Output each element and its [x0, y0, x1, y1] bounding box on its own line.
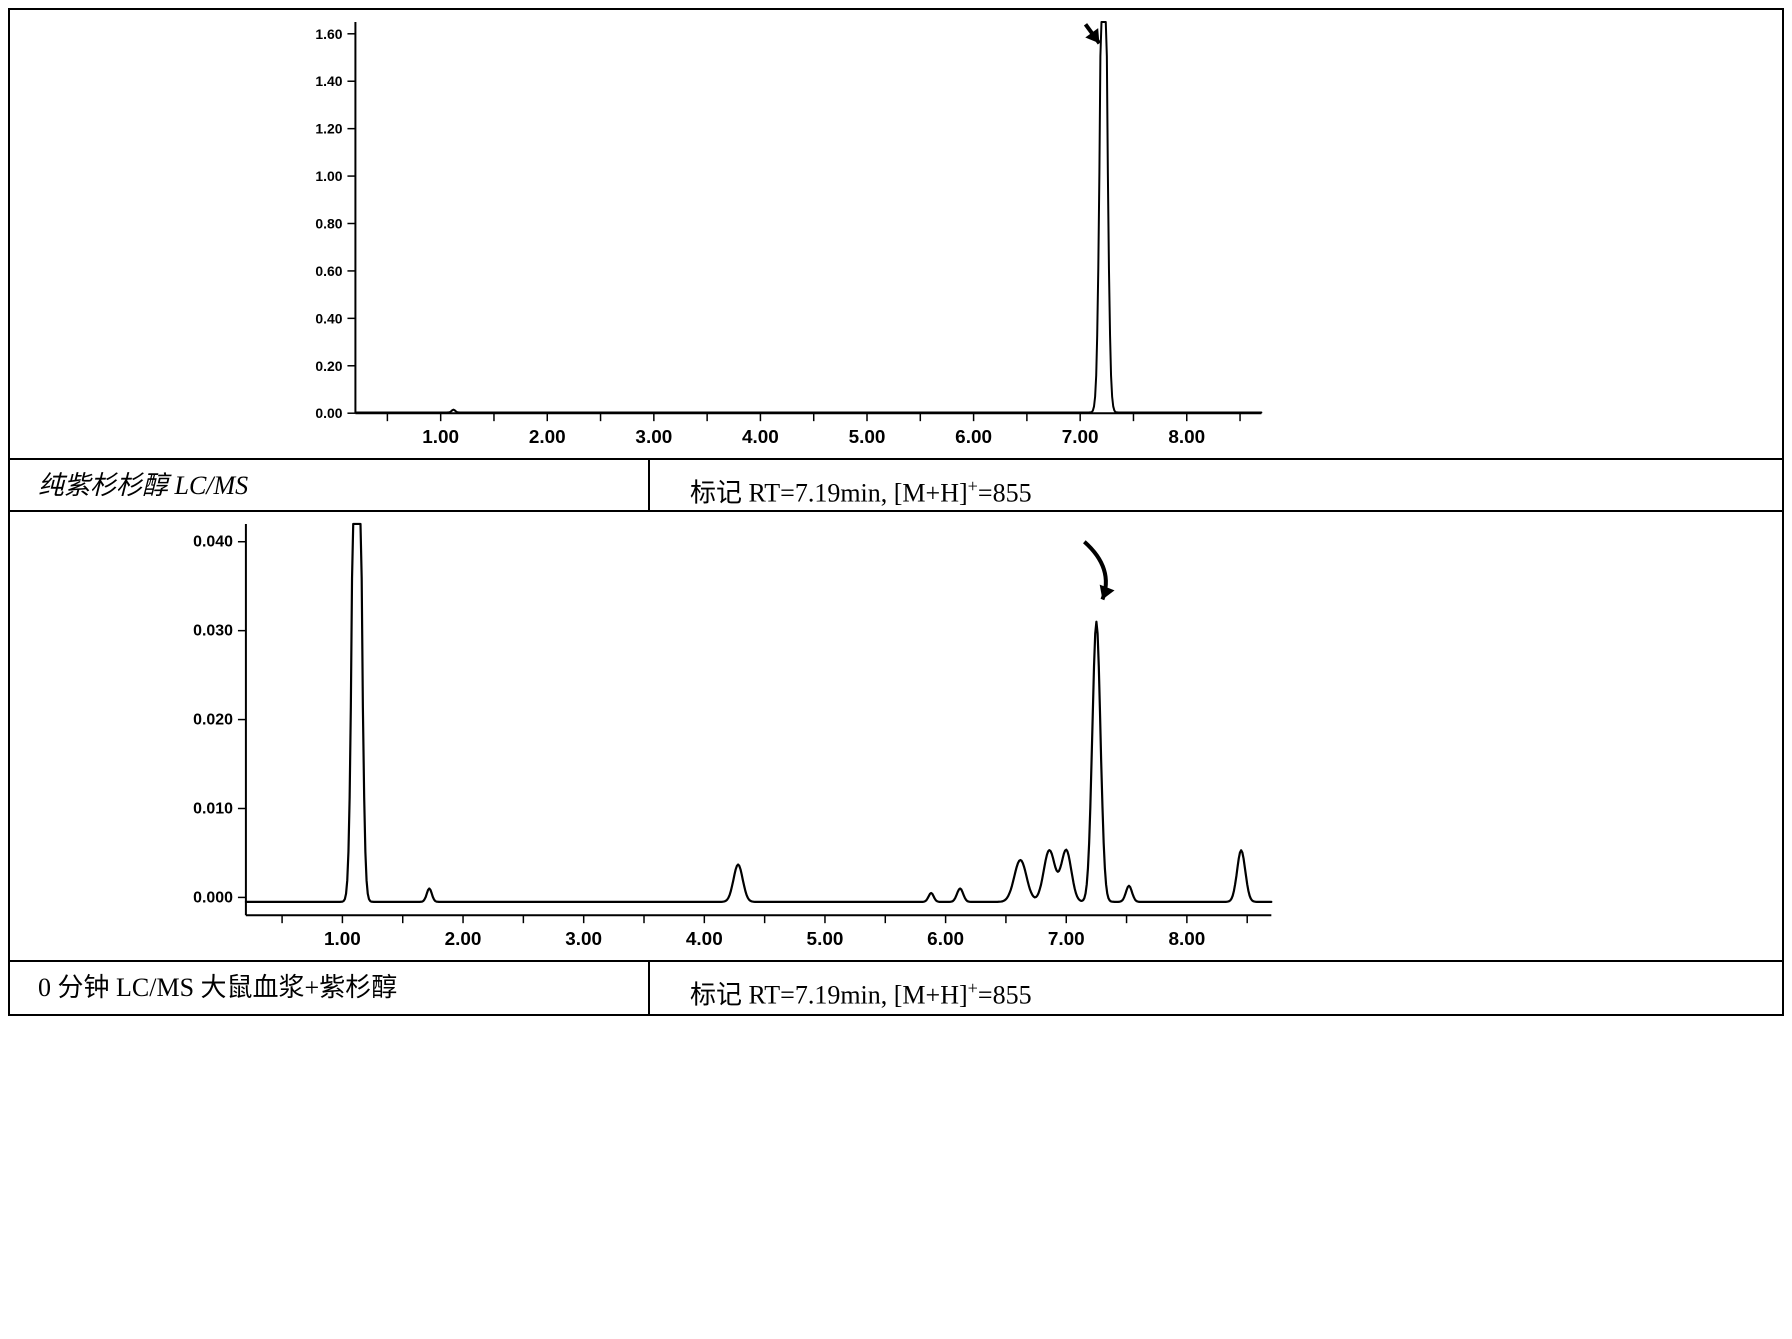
caption-top-right-suffix: =855: [978, 479, 1032, 508]
caption-top-left: 纯紫杉杉醇 LC/MS: [10, 460, 650, 510]
chromatogram-bottom: 0.000 0.010 0.020 0.030 0.040 1.00 2.00 3.00 4.0…: [10, 512, 1782, 960]
svg-text:1.00: 1.00: [315, 168, 342, 184]
chromatogram-top: 0.00 0.20 0.40 0.60 0.80 1.00 1.20 1.40 1.60 1.00…: [10, 10, 1782, 458]
svg-text:7.00: 7.00: [1048, 929, 1085, 950]
svg-text:0.80: 0.80: [315, 215, 342, 231]
svg-text:0.040: 0.040: [193, 534, 233, 551]
svg-text:8.00: 8.00: [1168, 929, 1205, 950]
figure-table: 0.00 0.20 0.40 0.60 0.80 1.00 1.20 1.40 1.60 1.00…: [8, 8, 1784, 1016]
svg-text:6.00: 6.00: [927, 929, 964, 950]
caption-bottom-right-prefix: 标记 RT=7.19min, [M+H]: [690, 981, 968, 1010]
svg-text:2.00: 2.00: [445, 929, 482, 950]
svg-text:0.000: 0.000: [193, 889, 233, 906]
caption-top-right-sup: +: [968, 476, 978, 496]
svg-text:0.40: 0.40: [315, 310, 342, 326]
chart-panel-top: 0.00 0.20 0.40 0.60 0.80 1.00 1.20 1.40 1.60 1.00…: [10, 10, 1782, 460]
svg-text:0.020: 0.020: [193, 712, 233, 729]
svg-text:0.00: 0.00: [315, 405, 342, 421]
caption-bottom-right-sup: +: [968, 978, 978, 998]
svg-text:5.00: 5.00: [807, 929, 844, 950]
svg-text:1.00: 1.00: [422, 427, 459, 448]
svg-text:4.00: 4.00: [686, 929, 723, 950]
svg-text:0.030: 0.030: [193, 623, 233, 640]
caption-bottom-right: 标记 RT=7.19min, [M+H]+=855: [650, 962, 1782, 1014]
svg-text:6.00: 6.00: [955, 427, 992, 448]
svg-text:8.00: 8.00: [1168, 427, 1205, 448]
svg-text:0.60: 0.60: [315, 263, 342, 279]
svg-text:1.00: 1.00: [324, 929, 361, 950]
svg-text:4.00: 4.00: [742, 427, 779, 448]
svg-text:1.20: 1.20: [315, 121, 342, 137]
caption-top-right-prefix: 标记 RT=7.19min, [M+H]: [690, 479, 968, 508]
caption-row-bottom: 0 分钟 LC/MS 大鼠血浆+紫杉醇 标记 RT=7.19min, [M+H]…: [10, 962, 1782, 1014]
svg-text:2.00: 2.00: [529, 427, 566, 448]
caption-row-top: 纯紫杉杉醇 LC/MS 标记 RT=7.19min, [M+H]+=855: [10, 460, 1782, 512]
svg-text:5.00: 5.00: [849, 427, 886, 448]
chart-panel-bottom: 0.000 0.010 0.020 0.030 0.040 1.00 2.00 3.00 4.0…: [10, 512, 1782, 962]
svg-text:3.00: 3.00: [635, 427, 672, 448]
svg-text:0.010: 0.010: [193, 800, 233, 817]
caption-top-right: 标记 RT=7.19min, [M+H]+=855: [650, 460, 1782, 510]
caption-bottom-left: 0 分钟 LC/MS 大鼠血浆+紫杉醇: [10, 962, 650, 1014]
svg-text:1.60: 1.60: [315, 26, 342, 42]
caption-bottom-right-suffix: =855: [978, 981, 1032, 1010]
svg-text:0.20: 0.20: [315, 358, 342, 374]
svg-text:3.00: 3.00: [565, 929, 602, 950]
svg-text:7.00: 7.00: [1062, 427, 1099, 448]
svg-text:1.40: 1.40: [315, 73, 342, 89]
